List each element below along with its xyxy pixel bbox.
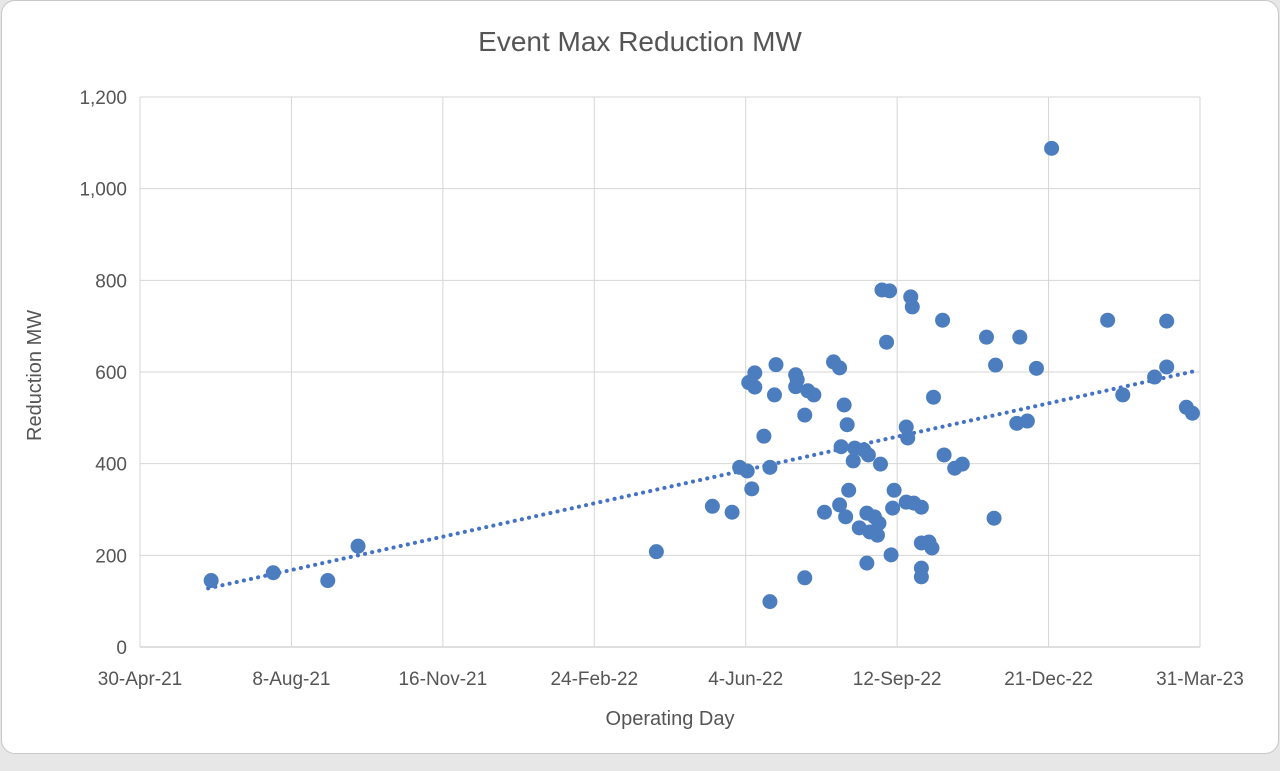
data-point <box>1184 405 1200 421</box>
data-point <box>924 540 940 556</box>
data-point <box>1100 312 1116 328</box>
data-point <box>869 527 885 543</box>
data-point <box>704 498 720 514</box>
data-point <box>872 456 888 472</box>
x-tick-label: 16-Nov-21 <box>398 669 487 690</box>
data-point <box>841 482 857 498</box>
data-point <box>762 459 778 475</box>
x-tick-label: 30-Apr-21 <box>98 669 183 690</box>
data-point <box>320 573 336 589</box>
y-tick-label: 600 <box>95 363 127 384</box>
y-tick-label: 1,000 <box>79 180 127 201</box>
data-point <box>744 481 760 497</box>
data-point <box>883 547 899 563</box>
x-tick-label: 24-Feb-22 <box>550 669 638 690</box>
x-tick-label: 31-Mar-23 <box>1156 669 1244 690</box>
data-point <box>756 428 772 444</box>
data-point <box>832 497 848 513</box>
data-point <box>898 419 914 435</box>
data-point <box>1019 413 1035 429</box>
data-point <box>762 594 778 610</box>
data-point <box>203 573 219 589</box>
x-tick-label: 4-Jun-22 <box>708 669 783 690</box>
data-point <box>1012 329 1028 345</box>
data-point <box>860 447 876 463</box>
data-point <box>936 447 952 463</box>
data-point <box>766 387 782 403</box>
data-point <box>886 482 902 498</box>
data-point <box>747 365 763 381</box>
data-point <box>265 565 281 581</box>
data-point <box>925 389 941 405</box>
data-point <box>904 299 920 315</box>
data-point <box>882 283 898 299</box>
y-tick-label: 400 <box>95 455 127 476</box>
data-point <box>1159 359 1175 375</box>
data-point <box>747 379 763 395</box>
data-point <box>838 509 854 525</box>
data-point <box>836 397 852 413</box>
data-point <box>845 453 861 469</box>
data-point <box>648 544 664 560</box>
data-point <box>832 360 848 376</box>
y-tick-label: 800 <box>95 271 127 292</box>
data-point <box>797 570 813 586</box>
data-point <box>350 538 366 554</box>
data-point <box>816 504 832 520</box>
data-point <box>1147 369 1163 385</box>
data-point <box>900 430 916 446</box>
data-point <box>871 515 887 531</box>
data-point <box>913 499 929 515</box>
chart-card <box>1 0 1279 754</box>
chart-title: Event Max Reduction MW <box>478 26 802 57</box>
data-point <box>988 357 1004 373</box>
y-tick-label: 200 <box>95 546 127 567</box>
data-point <box>768 357 784 373</box>
data-point <box>1159 313 1175 329</box>
data-point <box>788 379 804 395</box>
data-point <box>1044 140 1060 156</box>
y-tick-label: 1,200 <box>79 88 127 109</box>
data-point <box>1028 360 1044 376</box>
data-point <box>879 334 895 350</box>
trendline <box>206 368 1199 591</box>
scatter-chart: 0 200 400 600 800 1,000 1,200 30-Apr-21 8-Aug-21… <box>79 88 1244 690</box>
data-point <box>954 456 970 472</box>
data-point <box>986 510 1002 526</box>
data-point <box>978 329 994 345</box>
data-point <box>724 504 740 520</box>
x-tick-label: 21-Dec-22 <box>1004 669 1093 690</box>
x-tick-label: 8-Aug-21 <box>252 669 330 690</box>
data-point <box>935 312 951 328</box>
data-point <box>739 463 755 479</box>
data-point <box>859 555 875 571</box>
x-tick-label: 12-Sep-22 <box>853 669 942 690</box>
data-point <box>806 387 822 403</box>
data-point <box>839 417 855 433</box>
y-tick-label: 0 <box>116 638 127 659</box>
data-point <box>913 569 929 585</box>
data-point <box>797 407 813 423</box>
data-point <box>833 439 849 455</box>
data-point <box>1115 387 1131 403</box>
x-axis-title: Operating Day <box>605 708 735 730</box>
data-point <box>885 500 901 516</box>
